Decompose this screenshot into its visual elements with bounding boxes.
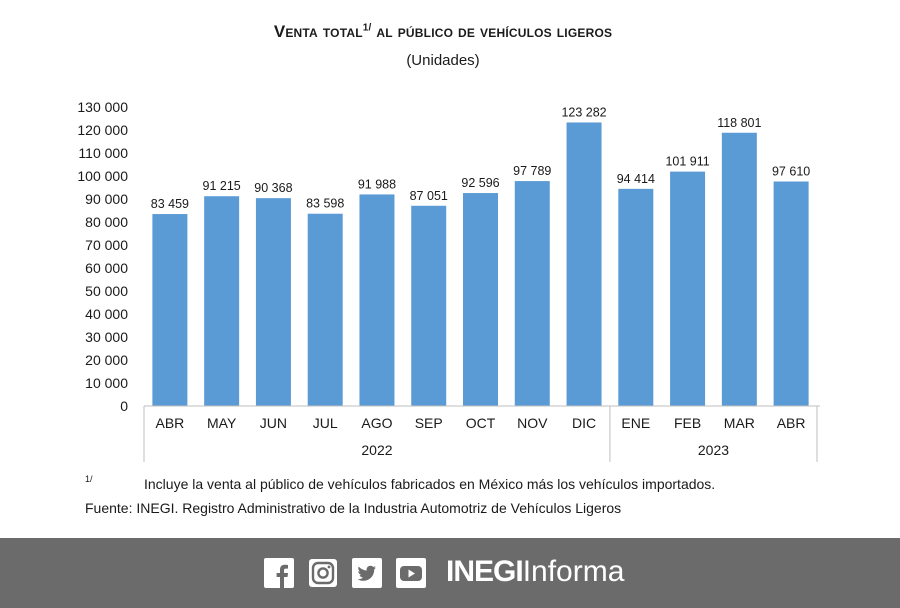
brand-light: Informa — [522, 555, 625, 588]
x-tick-label: MAY — [207, 415, 237, 431]
twitter-icon[interactable] — [352, 558, 382, 588]
x-tick-label: ABR — [155, 415, 184, 431]
bar-chart: 0 10 000 20 000 30 000 40 000 50 000 60 000 70 … — [77, 99, 820, 462]
chart-title: Venta total1/ al público de vehículos li… — [0, 22, 886, 42]
y-tick-label: 130 000 — [77, 99, 128, 115]
x-tick-label: JUL — [313, 415, 338, 431]
y-tick-label: 70 000 — [85, 237, 128, 253]
facebook-icon[interactable] — [264, 558, 294, 588]
data-label: 101 911 — [665, 155, 709, 169]
y-tick-label: 50 000 — [85, 283, 128, 299]
data-label: 123 282 — [561, 105, 606, 119]
bar — [152, 214, 188, 406]
inegi-informa-logo: INEGIInforma — [446, 554, 624, 590]
bar — [463, 193, 498, 406]
y-tick-label: 110 000 — [78, 145, 128, 161]
bar — [721, 132, 757, 407]
x-tick-label: AGO — [361, 415, 392, 431]
footnote-text: Incluye la venta al público de vehículos… — [144, 476, 716, 492]
bar — [411, 205, 447, 406]
title-footnote-marker: 1/ — [362, 22, 372, 34]
year-group-label: 2022 — [361, 442, 392, 458]
y-tick-label: 30 000 — [85, 329, 128, 345]
instagram-icon[interactable] — [308, 558, 338, 588]
footer-bar: INEGIInforma — [0, 538, 900, 608]
x-tick-label: MAR — [724, 415, 755, 431]
source-note: Fuente: INEGI. Registro Administrativo d… — [85, 500, 622, 516]
data-label: 91 215 — [203, 179, 241, 193]
footnote-marker: 1/ — [85, 474, 93, 484]
y-tick-label: 80 000 — [85, 214, 128, 230]
bar — [255, 198, 291, 406]
bar — [359, 194, 395, 406]
x-tick-label: ABR — [777, 415, 806, 431]
data-label: 94 414 — [617, 172, 655, 186]
x-tick-label: NOV — [517, 415, 548, 431]
y-tick-label: 10 000 — [85, 375, 128, 391]
data-label: 92 596 — [461, 176, 499, 190]
x-tick-label: OCT — [466, 415, 496, 431]
y-tick-label: 60 000 — [85, 260, 128, 276]
x-tick-label: JUN — [260, 415, 287, 431]
bar — [307, 213, 343, 406]
x-tick-label: ENE — [621, 415, 650, 431]
youtube-icon[interactable] — [396, 558, 426, 588]
bar — [618, 188, 654, 406]
y-tick-label: 20 000 — [85, 352, 128, 368]
bar — [204, 196, 240, 406]
bar — [773, 181, 809, 406]
data-label: 97 789 — [513, 164, 551, 178]
data-label: 90 368 — [254, 181, 292, 195]
data-label: 87 051 — [410, 189, 448, 203]
bar — [566, 122, 602, 406]
data-label: 83 598 — [306, 197, 344, 211]
data-label: 97 610 — [772, 164, 810, 178]
data-label: 118 801 — [717, 116, 761, 130]
y-tick-label: 120 000 — [77, 122, 128, 138]
year-group-label: 2023 — [698, 442, 729, 458]
brand-bold: INEGI — [446, 555, 524, 588]
bar — [670, 171, 706, 406]
chart-subtitle: (Unidades) — [406, 52, 480, 69]
bar — [514, 181, 550, 406]
x-tick-label: SEP — [415, 415, 443, 431]
y-tick-label: 90 000 — [85, 191, 128, 207]
title-rest: al público de vehículos ligeros — [371, 22, 613, 41]
y-tick-label: 40 000 — [85, 306, 128, 322]
x-tick-label: DIC — [572, 415, 596, 431]
data-label: 91 988 — [358, 177, 396, 191]
y-tick-label: 100 000 — [77, 168, 128, 184]
data-label: 83 459 — [151, 197, 189, 211]
x-tick-label: FEB — [674, 415, 701, 431]
y-tick-label: 0 — [120, 398, 128, 414]
title-main: Venta total — [273, 22, 363, 41]
